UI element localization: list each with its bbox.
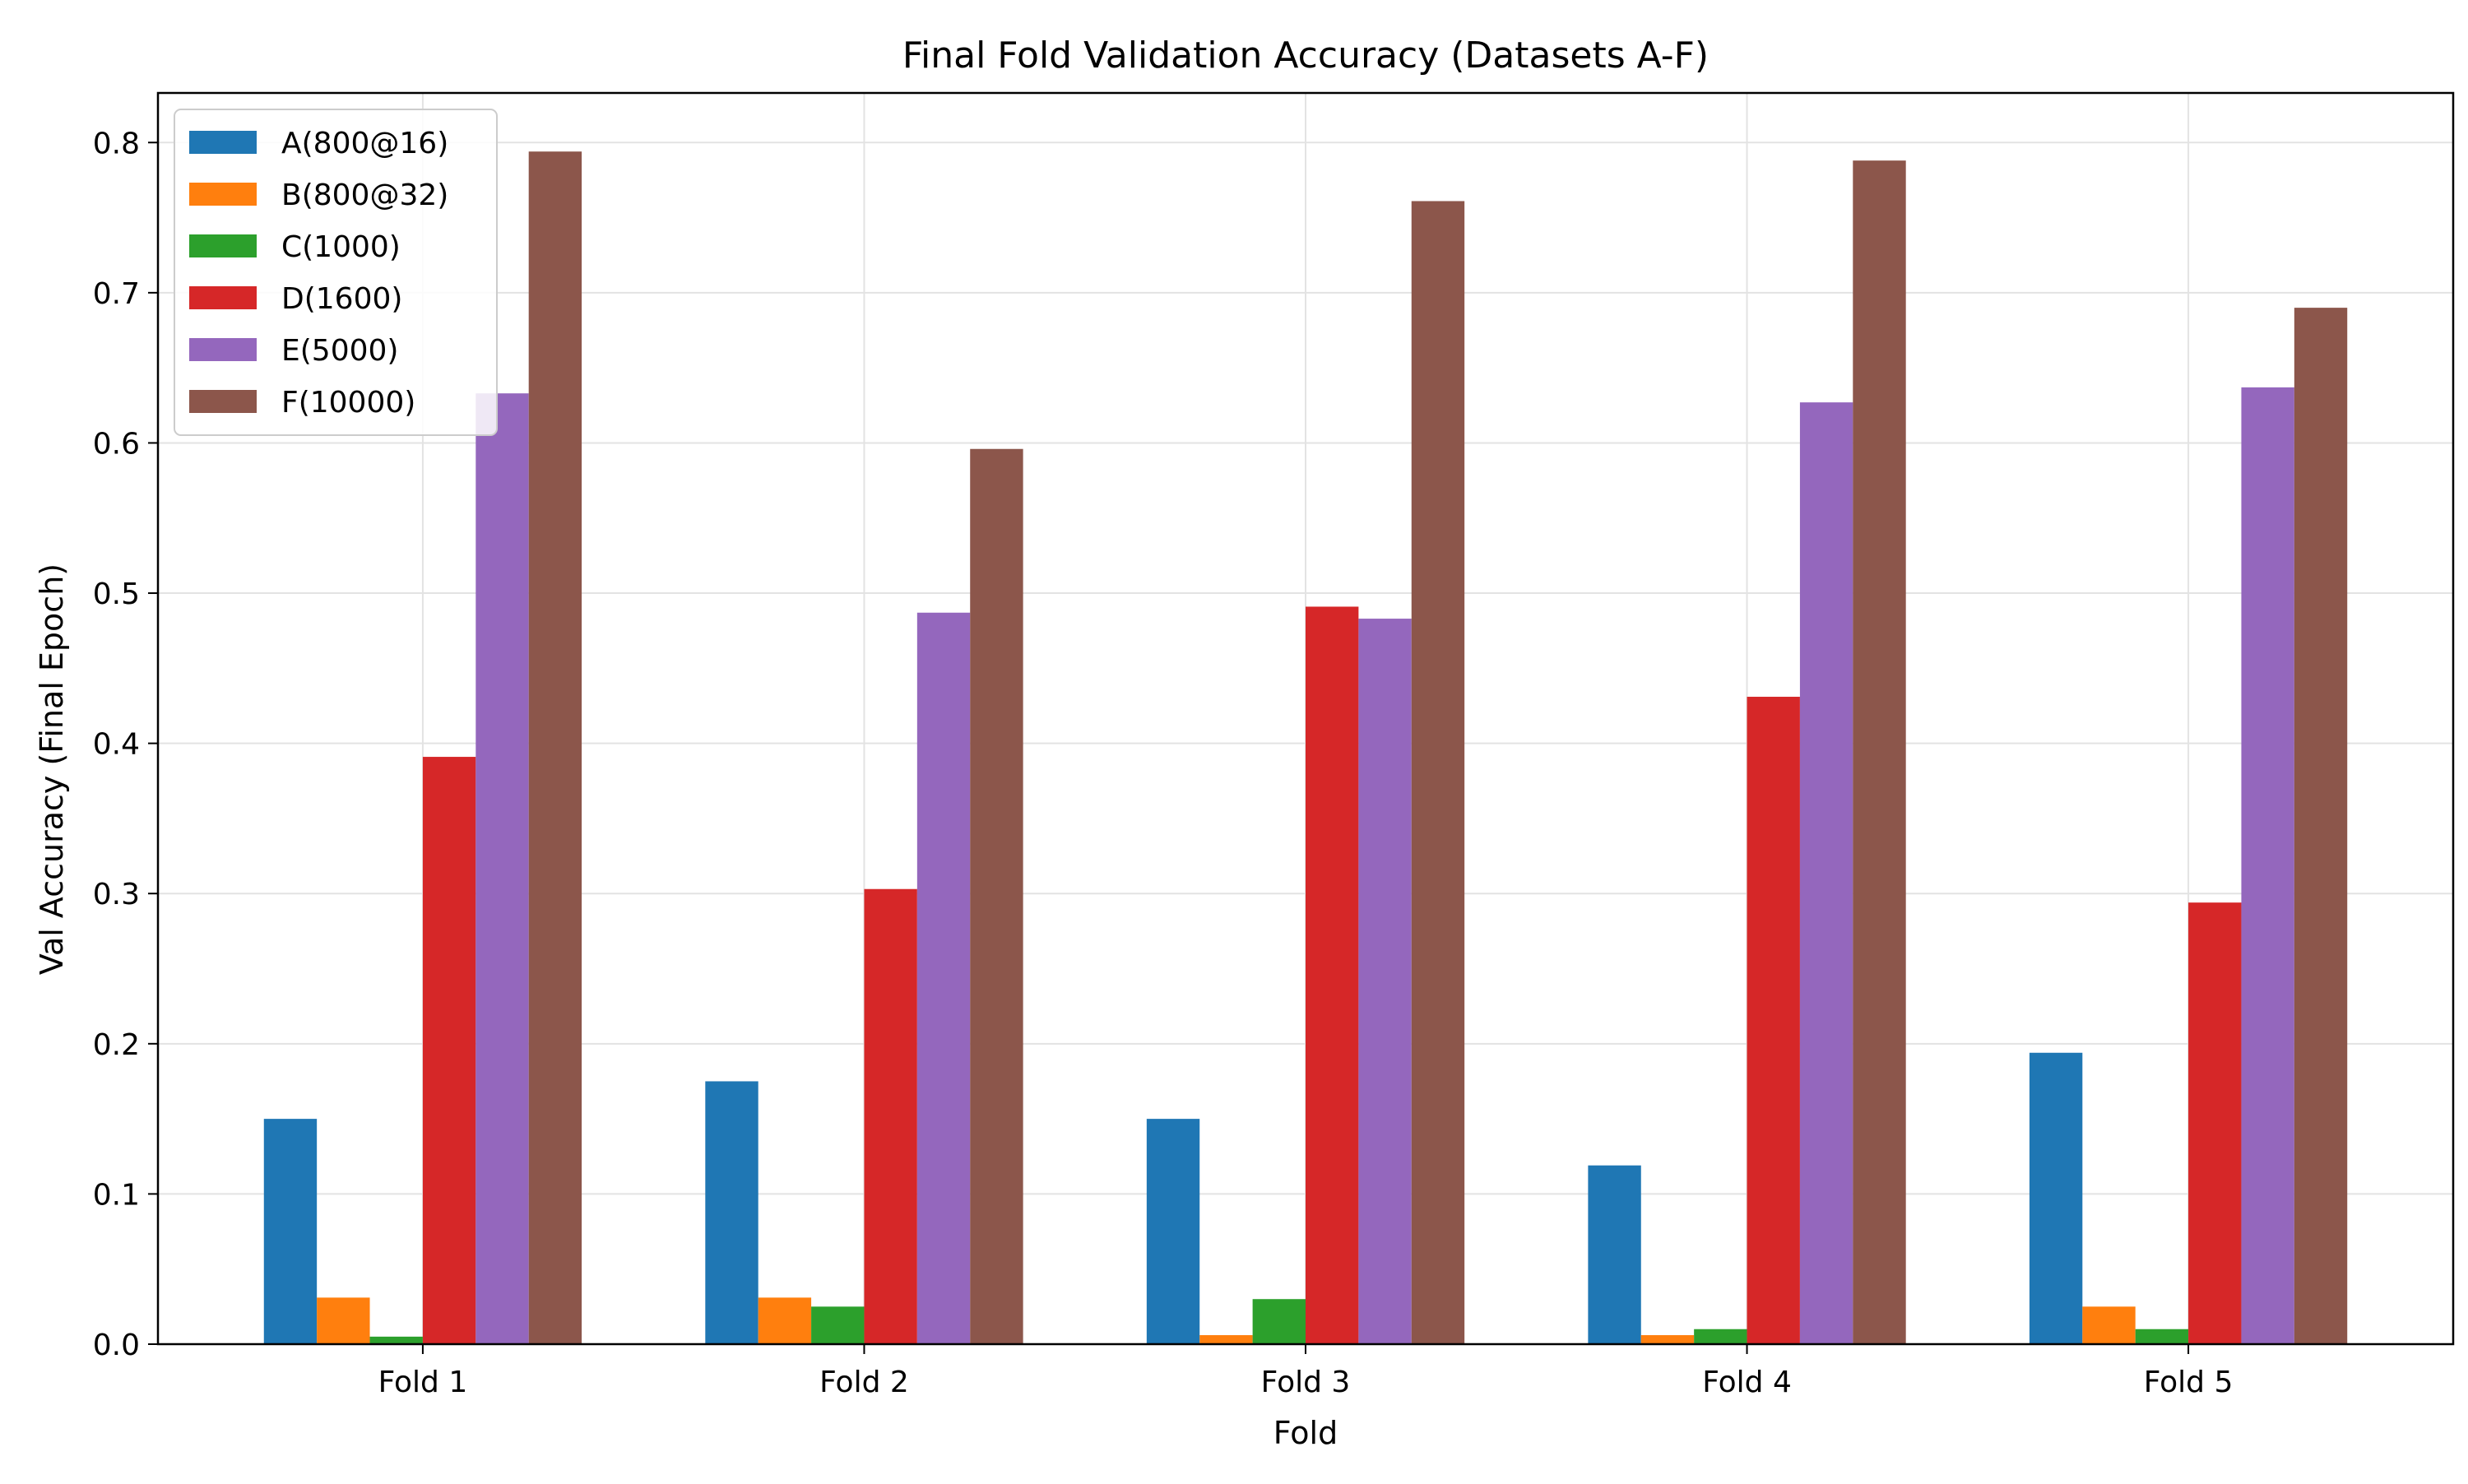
bar-F(10000)-Fold 4 <box>1853 160 1906 1344</box>
bar-B(800@32)-Fold 2 <box>758 1297 812 1344</box>
bar-C(1000)-Fold 2 <box>811 1306 865 1344</box>
x-axis-label: Fold <box>1273 1415 1338 1451</box>
bar-E(5000)-Fold 5 <box>2241 387 2294 1345</box>
bar-D(1600)-Fold 3 <box>1306 606 1359 1344</box>
legend: A(800@16) B(800@32) C(1000) D(1600) E(5000) F… <box>174 109 498 436</box>
bar-C(1000)-Fold 1 <box>369 1336 423 1344</box>
y-tick-label: 0.1 <box>93 1178 140 1212</box>
bar-F(10000)-Fold 3 <box>1411 201 1465 1344</box>
bar-F(10000)-Fold 2 <box>970 448 1023 1344</box>
legend-label: B(800@32) <box>281 179 448 212</box>
bar-D(1600)-Fold 1 <box>422 757 476 1344</box>
chart-title: Final Fold Validation Accuracy (Datasets… <box>902 35 1709 77</box>
bar-B(800@32)-Fold 1 <box>317 1297 370 1344</box>
bar-C(1000)-Fold 3 <box>1252 1299 1306 1344</box>
bar-D(1600)-Fold 2 <box>864 888 917 1344</box>
legend-label: D(1600) <box>281 282 402 316</box>
bar-E(5000)-Fold 1 <box>476 393 529 1345</box>
bar-E(5000)-Fold 3 <box>1358 619 1412 1344</box>
bar-A(800@16)-Fold 1 <box>263 1119 318 1344</box>
y-axis: 0.0 0.1 0.2 0.3 0.4 0.5 0.6 0.7 0.8 <box>93 127 158 1362</box>
legend-swatch <box>189 338 257 361</box>
y-tick-label: 0.7 <box>93 277 140 311</box>
y-tick-label: 0.6 <box>93 427 140 461</box>
legend-label: C(1000) <box>281 230 401 264</box>
bar-B(800@32)-Fold 3 <box>1199 1335 1253 1344</box>
bar-D(1600)-Fold 5 <box>2188 902 2242 1344</box>
bar-A(800@16)-Fold 4 <box>1588 1165 1641 1344</box>
x-tick-label: Fold 4 <box>1702 1366 1792 1399</box>
legend-swatch <box>189 183 257 206</box>
bar-F(10000)-Fold 5 <box>2294 308 2348 1344</box>
bar-C(1000)-Fold 5 <box>2135 1329 2189 1344</box>
y-tick-label: 0.8 <box>93 127 140 160</box>
x-tick-label: Fold 2 <box>819 1366 909 1399</box>
x-tick-label: Fold 3 <box>1261 1366 1351 1399</box>
legend-swatch <box>189 234 257 257</box>
legend-label: F(10000) <box>281 386 415 420</box>
bar-B(800@32)-Fold 5 <box>2082 1306 2136 1344</box>
bar-C(1000)-Fold 4 <box>1694 1329 1747 1344</box>
bar-D(1600)-Fold 4 <box>1747 697 1800 1344</box>
y-tick-label: 0.3 <box>93 878 140 911</box>
y-tick-label: 0.4 <box>93 728 140 762</box>
y-tick-label: 0.2 <box>93 1028 140 1062</box>
bar-A(800@16)-Fold 3 <box>1146 1119 1200 1344</box>
legend-label: A(800@16) <box>281 127 448 160</box>
bar-E(5000)-Fold 4 <box>1799 402 1853 1345</box>
y-tick-label: 0.0 <box>93 1329 140 1362</box>
legend-label: E(5000) <box>281 334 398 368</box>
bar-B(800@32)-Fold 4 <box>1640 1335 1695 1344</box>
bar-A(800@16)-Fold 2 <box>705 1081 758 1344</box>
bar-E(5000)-Fold 2 <box>916 612 971 1344</box>
x-tick-label: Fold 1 <box>378 1366 468 1399</box>
legend-swatch <box>189 131 257 154</box>
bar-F(10000)-Fold 1 <box>528 151 582 1344</box>
x-tick-label: Fold 5 <box>2144 1366 2234 1399</box>
x-axis: Fold 1 Fold 2 Fold 3 Fold 4 Fold 5 <box>378 1344 2234 1399</box>
bars <box>263 151 2348 1345</box>
legend-swatch <box>189 286 257 309</box>
bar-A(800@16)-Fold 5 <box>2029 1052 2083 1344</box>
y-tick-label: 0.5 <box>93 577 140 611</box>
legend-swatch <box>189 390 257 413</box>
y-axis-label: Val Accuracy (Final Epoch) <box>34 563 70 975</box>
